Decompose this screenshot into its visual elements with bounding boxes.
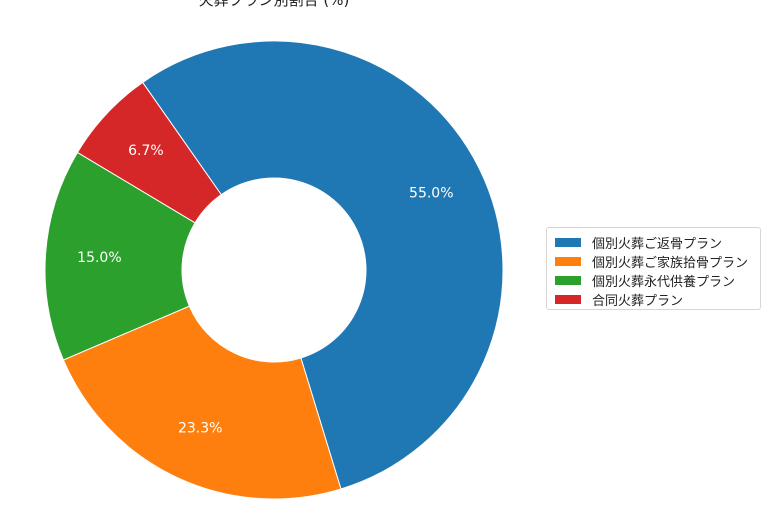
pie-slice	[62, 305, 342, 500]
legend-swatch	[555, 295, 581, 304]
legend-label: 個別火葬ご家族拾骨プラン	[592, 256, 749, 271]
slice-value-label: 15.0%	[77, 250, 121, 266]
slice-value-label: 23.3%	[178, 421, 222, 437]
chart-title: 火葬プラン別割合 (%)	[198, 0, 350, 9]
slice-value-label: 55.0%	[409, 185, 453, 201]
slice-value-label: 6.7%	[128, 143, 164, 159]
legend: 個別火葬ご返骨プラン個別火葬ご家族拾骨プラン 個別火葬永代供養プラン 合同火葬プラン	[546, 227, 761, 310]
legend-label: 個別火葬永代供養プラン	[592, 275, 736, 290]
legend-item: 合同火葬プラン	[555, 290, 752, 309]
legend-swatch	[555, 276, 581, 285]
legend-label: 個別火葬ご返骨プラン	[592, 237, 723, 252]
legend-label: 合同火葬プラン	[592, 294, 684, 309]
legend-item: 個別火葬ご家族拾骨プラン	[555, 252, 752, 271]
legend-swatch	[555, 238, 581, 247]
pie-slice	[141, 40, 504, 490]
legend-swatch	[555, 257, 581, 266]
pie-slice	[76, 81, 222, 224]
legend-item: 個別火葬ご返骨プラン	[555, 233, 752, 252]
pie-slice	[44, 151, 196, 361]
legend-item: 個別火葬永代供養プラン	[555, 271, 752, 290]
